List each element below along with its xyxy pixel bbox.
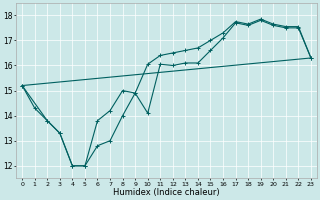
X-axis label: Humidex (Indice chaleur): Humidex (Indice chaleur): [113, 188, 220, 197]
